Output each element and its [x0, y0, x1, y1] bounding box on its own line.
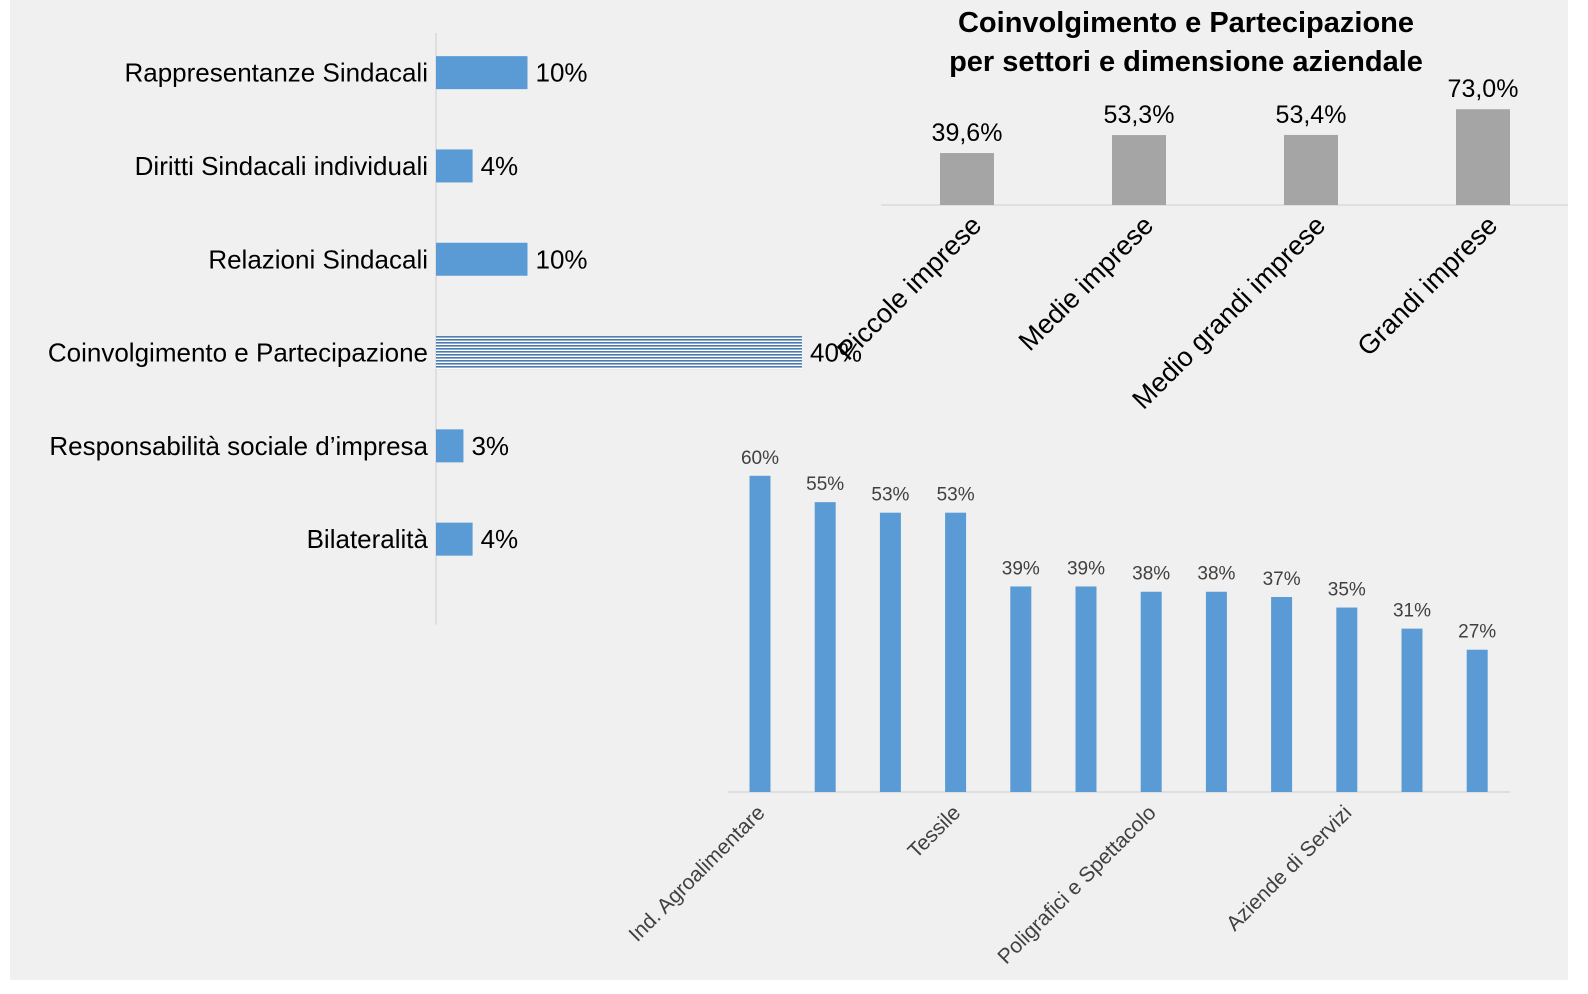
sector-bar	[1075, 586, 1097, 792]
size-bar	[1456, 109, 1510, 205]
sector-bar	[1271, 597, 1293, 792]
hbar-bar	[436, 149, 473, 183]
sector-bar	[1205, 591, 1227, 792]
sector-category-label: Tessile	[903, 801, 965, 863]
hbar-data-label: 3%	[471, 431, 509, 461]
size-data-label: 39,6%	[932, 119, 1003, 147]
hbar-data-label: 4%	[481, 524, 519, 554]
sector-bar	[749, 475, 771, 792]
sector-data-label: 60%	[741, 448, 779, 469]
sector-bar	[814, 502, 836, 792]
hbar-data-label: 10%	[536, 244, 588, 274]
horizontal-bar-chart: Rappresentanze Sindacali 10% Diritti Sinda…	[48, 33, 862, 625]
size-category-label: Grandi imprese	[1352, 210, 1504, 362]
chart-canvas: Rappresentanze Sindacali 10% Diritti Sinda…	[10, 0, 1568, 980]
sector-data-label: 55%	[806, 474, 844, 495]
sector-data-label: 38%	[1132, 564, 1170, 585]
size-category-label: Medio grandi imprese	[1126, 210, 1331, 415]
sector-category-label: Poligrafici e Spettacolo	[993, 801, 1160, 968]
sector-data-label: 27%	[1458, 622, 1496, 643]
hbar-category-label: Bilateralità	[307, 524, 429, 554]
size-category-label: Medie imprese	[1013, 210, 1159, 356]
hbar-bar	[436, 522, 473, 556]
sector-bar	[1140, 591, 1162, 792]
sector-data-label: 39%	[1002, 558, 1040, 579]
hbar-bar	[436, 336, 802, 370]
hbar-bar	[436, 429, 464, 463]
hbar-category-label: Diritti Sindacali individuali	[135, 151, 428, 181]
sector-data-label: 53%	[871, 485, 909, 506]
sector-bar	[945, 512, 967, 792]
hbar-category-label: Responsabilità sociale d’impresa	[49, 431, 428, 461]
size-data-label: 53,3%	[1104, 101, 1175, 129]
hbar-data-label: 10%	[536, 58, 588, 88]
sector-bar	[1466, 649, 1488, 792]
hbar-category-label: Rappresentanze Sindacali	[124, 58, 428, 88]
size-bar-chart: Coinvolgimento e Partecipazione per setto…	[831, 7, 1568, 415]
chart-svg: Rappresentanze Sindacali 10% Diritti Sinda…	[48, 7, 1568, 969]
hbar-bar	[436, 242, 528, 276]
size-data-label: 53,4%	[1276, 101, 1347, 129]
sector-data-label: 38%	[1197, 564, 1235, 585]
hbar-data-label: 40%	[810, 338, 862, 368]
sector-data-label: 53%	[937, 485, 975, 506]
sector-data-label: 37%	[1263, 569, 1301, 590]
sector-data-label: 31%	[1393, 601, 1431, 622]
size-category-label: Piccole imprese	[831, 210, 987, 366]
sector-bar-chart: 60% Ind. Agroalimentare 55% 53% 53% Tessile 39…	[625, 448, 1510, 969]
sector-bar	[1336, 607, 1358, 792]
hbar-bar	[436, 56, 528, 90]
size-bar	[940, 153, 994, 205]
sector-bar	[1401, 628, 1423, 792]
sector-category-label: Aziende di Servizi	[1222, 801, 1356, 935]
sector-bar	[1010, 586, 1032, 792]
sector-data-label: 39%	[1067, 558, 1105, 579]
size-data-label: 73,0%	[1448, 75, 1519, 103]
size-bar	[1112, 135, 1166, 205]
sector-bar	[879, 512, 901, 792]
sector-data-label: 35%	[1328, 580, 1366, 601]
size-bar	[1284, 134, 1338, 205]
hbar-category-label: Relazioni Sindacali	[208, 244, 428, 274]
size-chart-title: Coinvolgimento e Partecipazione	[958, 7, 1414, 39]
hbar-category-label: Coinvolgimento e Partecipazione	[48, 338, 428, 368]
sector-category-label: Ind. Agroalimentare	[625, 801, 770, 946]
hbar-data-label: 4%	[481, 151, 519, 181]
size-chart-title: per settori e dimensione aziendale	[949, 46, 1423, 78]
